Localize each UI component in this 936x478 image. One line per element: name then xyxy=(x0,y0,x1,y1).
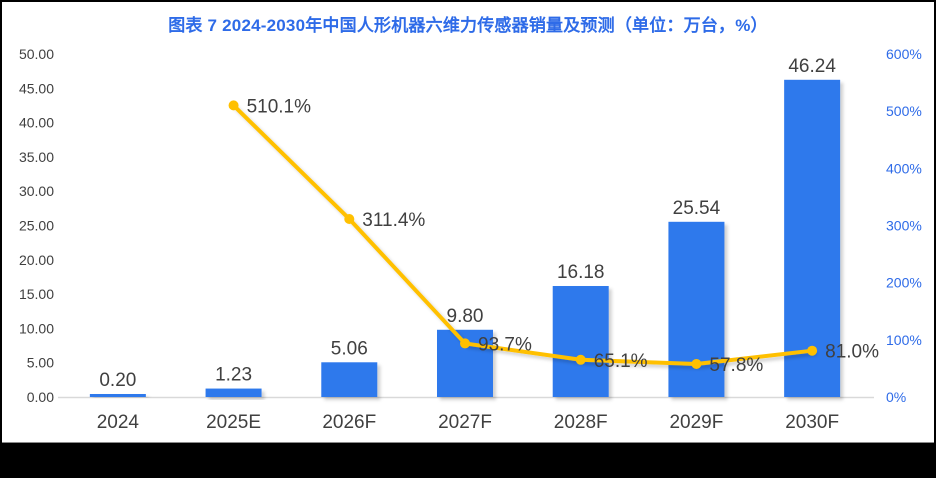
bar-value-label: 1.23 xyxy=(215,365,252,386)
right-axis-tick-label: 200% xyxy=(886,275,922,291)
right-axis-tick-label: 300% xyxy=(886,218,922,234)
line-value-label: 65.1% xyxy=(594,351,648,372)
data-point-marker xyxy=(691,358,702,369)
left-axis-tick-label: 0.00 xyxy=(27,389,54,405)
left-axis-tick-label: 45.00 xyxy=(19,80,54,96)
left-axis-tick-label: 20.00 xyxy=(19,252,54,268)
bar xyxy=(552,286,609,397)
data-point-marker xyxy=(460,338,470,349)
line-value-label: 57.8% xyxy=(709,355,763,376)
bar-value-label: 46.24 xyxy=(788,56,836,77)
x-axis-label: 2026F xyxy=(322,412,376,433)
line-value-label: 93.7% xyxy=(478,334,532,355)
left-axis-tick-label: 10.00 xyxy=(19,320,54,336)
left-axis-tick-label: 50.00 xyxy=(19,46,54,62)
line-value-label: 510.1% xyxy=(247,96,312,117)
x-axis-label: 2027F xyxy=(438,412,492,433)
right-axis-tick-label: 600% xyxy=(886,46,922,62)
x-axis-label: 2029F xyxy=(669,412,723,433)
right-axis-tick-label: 400% xyxy=(886,160,922,176)
x-axis-label: 2030F xyxy=(785,412,839,433)
chart-canvas: 0.00 5.00 10.00 15.00 20.00 25.00 30.00 35.00 40… xyxy=(19,46,922,433)
bar xyxy=(205,388,262,397)
data-point-marker xyxy=(575,354,586,365)
right-axis-tick-label: 0% xyxy=(886,389,906,405)
x-axis-label: 2025E xyxy=(206,412,261,433)
bar-value-label: 25.54 xyxy=(673,198,721,219)
left-axis-tick-label: 15.00 xyxy=(19,286,54,302)
bar xyxy=(89,394,146,397)
left-axis-tick-label: 40.00 xyxy=(19,115,54,131)
trend-line xyxy=(231,103,815,366)
x-axis-label: 2028F xyxy=(554,412,608,433)
left-axis-tick-label: 25.00 xyxy=(19,218,54,234)
bar-value-label: 9.80 xyxy=(447,306,484,327)
footer-bar xyxy=(2,442,934,476)
chart-title: 图表 7 2024-2030年中国人形机器六维力传感器销量及预测（单位：万台，%… xyxy=(168,16,768,35)
x-axis-label: 2024 xyxy=(97,412,140,433)
left-axis-tick-label: 30.00 xyxy=(19,183,54,199)
bar-value-label: 5.06 xyxy=(331,338,368,359)
line-value-label: 81.0% xyxy=(825,342,879,363)
bar-value-label: 16.18 xyxy=(557,262,605,283)
left-axis-tick-label: 5.00 xyxy=(27,355,54,371)
data-point-marker xyxy=(807,345,818,356)
right-axis-tick-label: 500% xyxy=(886,103,922,119)
bar-value-label: 0.20 xyxy=(99,370,136,391)
left-axis-tick-label: 35.00 xyxy=(19,149,54,165)
data-point-marker xyxy=(344,213,355,224)
data-point-marker xyxy=(228,100,239,111)
right-axis-tick-label: 100% xyxy=(886,332,922,348)
line-value-label: 311.4% xyxy=(362,210,425,231)
bar xyxy=(784,79,841,397)
bar xyxy=(321,362,378,397)
